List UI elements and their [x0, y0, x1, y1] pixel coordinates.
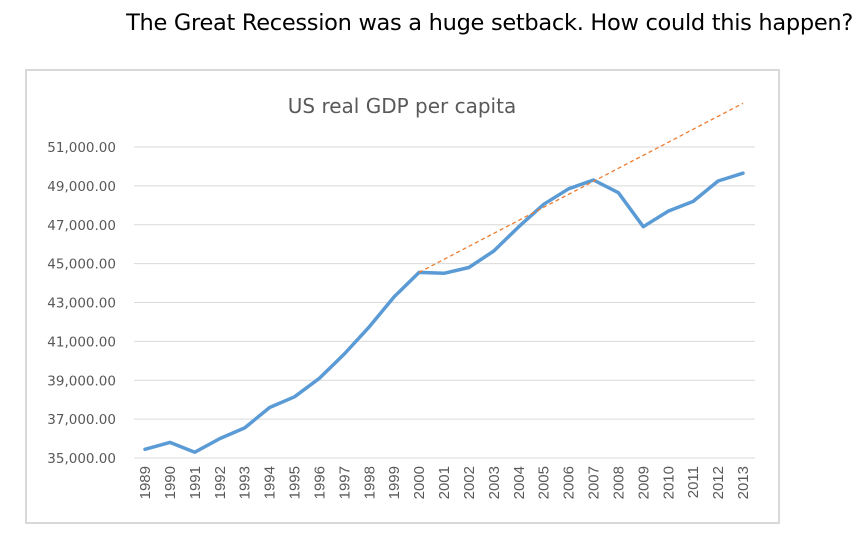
x-tick-label: 1995	[287, 466, 304, 499]
x-tick-label: 2005	[536, 466, 553, 499]
gdp-line-chart: US real GDP per capita 35,000.00 37,000.0…	[47, 94, 755, 499]
x-tick-label: 1991	[187, 466, 204, 499]
x-tick-label: 1993	[237, 466, 254, 499]
x-tick-label: 2007	[586, 466, 603, 499]
x-axis-ticks: 1989 1990 1991 1992 1993 1994 1995 1996 1997 1998…	[137, 466, 752, 499]
slide-title: The Great Recession was a huge setback. …	[126, 10, 853, 36]
x-tick-label: 1998	[361, 466, 378, 499]
x-tick-label: 1994	[262, 466, 279, 499]
x-tick-label: 2008	[610, 466, 627, 499]
trend-line	[418, 102, 744, 273]
y-tick-label: 45,000.00	[47, 257, 116, 273]
y-tick-label: 43,000.00	[47, 296, 116, 312]
x-tick-label: 2000	[411, 466, 428, 499]
x-tick-label: 1990	[162, 466, 179, 499]
x-tick-label: 2004	[511, 466, 528, 499]
x-tick-label: 2002	[461, 466, 478, 499]
x-tick-label: 2010	[660, 466, 677, 499]
y-tick-label: 49,000.00	[47, 179, 116, 195]
series-layer	[143, 102, 745, 454]
x-tick-label: 2009	[635, 466, 652, 499]
x-tick-label: 2013	[735, 466, 752, 499]
x-tick-label: 1999	[386, 466, 403, 499]
y-tick-label: 37,000.00	[47, 412, 116, 428]
y-axis-ticks: 35,000.00 37,000.00 39,000.00 41,000.00 43,0…	[47, 140, 116, 467]
x-tick-label: 1996	[311, 466, 328, 499]
y-tick-label: 51,000.00	[47, 140, 116, 156]
x-tick-label: 1992	[212, 466, 229, 499]
x-tick-label: 1989	[137, 466, 154, 499]
x-tick-label: 2012	[710, 466, 727, 499]
x-tick-label: 1997	[336, 466, 353, 499]
y-tick-label: 35,000.00	[47, 451, 116, 467]
x-tick-label: 2001	[436, 466, 453, 499]
x-tick-label: 2003	[486, 466, 503, 499]
x-tick-label: 2006	[561, 466, 578, 499]
gdp-series-line	[143, 171, 745, 454]
y-tick-label: 39,000.00	[47, 373, 116, 389]
y-tick-label: 47,000.00	[47, 218, 116, 234]
x-tick-label: 2011	[685, 466, 702, 498]
gridlines	[134, 146, 755, 459]
chart-frame: US real GDP per capita 35,000.00 37,000.0…	[25, 69, 780, 524]
chart-title: US real GDP per capita	[288, 94, 516, 118]
y-tick-label: 41,000.00	[47, 334, 116, 350]
